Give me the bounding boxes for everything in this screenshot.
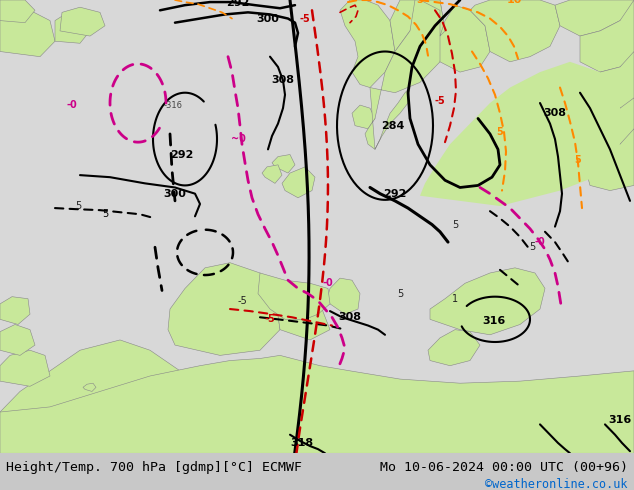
Text: 284: 284	[381, 121, 404, 131]
Text: Mo 10-06-2024 00:00 UTC (00+96): Mo 10-06-2024 00:00 UTC (00+96)	[380, 461, 628, 474]
Text: 5: 5	[452, 220, 458, 229]
Text: 308: 308	[271, 75, 295, 85]
Text: -0: -0	[67, 100, 77, 110]
Text: ~0: ~0	[231, 134, 245, 144]
Polygon shape	[327, 278, 360, 314]
Text: 316: 316	[609, 416, 631, 425]
Text: -316: -316	[164, 100, 183, 110]
Polygon shape	[272, 154, 295, 173]
Text: 300: 300	[257, 14, 280, 24]
Polygon shape	[430, 268, 545, 335]
Polygon shape	[0, 10, 55, 57]
Polygon shape	[420, 0, 490, 72]
Text: 5: 5	[397, 289, 403, 298]
Text: -0: -0	[534, 237, 545, 247]
Polygon shape	[555, 0, 634, 36]
Polygon shape	[0, 355, 634, 453]
Text: -5: -5	[237, 296, 247, 306]
Text: 5: 5	[496, 127, 503, 137]
Text: 292: 292	[384, 189, 406, 198]
Text: -5: -5	[435, 96, 445, 106]
Polygon shape	[390, 0, 420, 51]
Text: 308: 308	[339, 312, 361, 322]
Text: 10: 10	[507, 0, 522, 5]
Text: 5: 5	[529, 242, 535, 252]
Polygon shape	[590, 51, 634, 108]
Polygon shape	[365, 0, 445, 149]
Polygon shape	[60, 7, 105, 36]
Text: 316: 316	[482, 317, 506, 326]
Text: 300: 300	[164, 189, 186, 198]
Text: -5: -5	[300, 14, 311, 24]
Polygon shape	[0, 0, 35, 23]
Text: 5: 5	[417, 0, 424, 5]
Polygon shape	[168, 263, 280, 355]
Polygon shape	[55, 12, 90, 43]
Polygon shape	[83, 383, 96, 392]
Polygon shape	[0, 324, 35, 355]
Polygon shape	[275, 294, 330, 340]
Polygon shape	[0, 296, 30, 324]
Polygon shape	[282, 167, 315, 198]
Text: 1: 1	[452, 294, 458, 304]
Text: Height/Temp. 700 hPa [gdmp][°C] ECMWF: Height/Temp. 700 hPa [gdmp][°C] ECMWF	[6, 461, 302, 474]
Polygon shape	[580, 98, 634, 149]
Text: 308: 308	[543, 108, 567, 118]
Text: 5: 5	[102, 209, 108, 219]
Text: 292: 292	[226, 0, 250, 8]
Text: 292: 292	[171, 149, 194, 160]
Polygon shape	[340, 0, 395, 88]
Polygon shape	[580, 0, 634, 72]
Polygon shape	[428, 330, 480, 366]
Polygon shape	[258, 273, 330, 319]
Polygon shape	[585, 129, 634, 191]
Polygon shape	[352, 105, 375, 129]
Text: ©weatheronline.co.uk: ©weatheronline.co.uk	[485, 478, 628, 490]
Polygon shape	[470, 0, 560, 62]
Polygon shape	[0, 340, 220, 453]
Polygon shape	[420, 62, 620, 206]
Text: -0: -0	[323, 278, 333, 288]
Text: 318: 318	[290, 438, 314, 448]
Text: 5: 5	[75, 201, 81, 211]
Polygon shape	[0, 350, 50, 386]
Text: 5: 5	[574, 155, 581, 165]
Text: -5: -5	[264, 315, 275, 324]
Polygon shape	[262, 165, 282, 183]
